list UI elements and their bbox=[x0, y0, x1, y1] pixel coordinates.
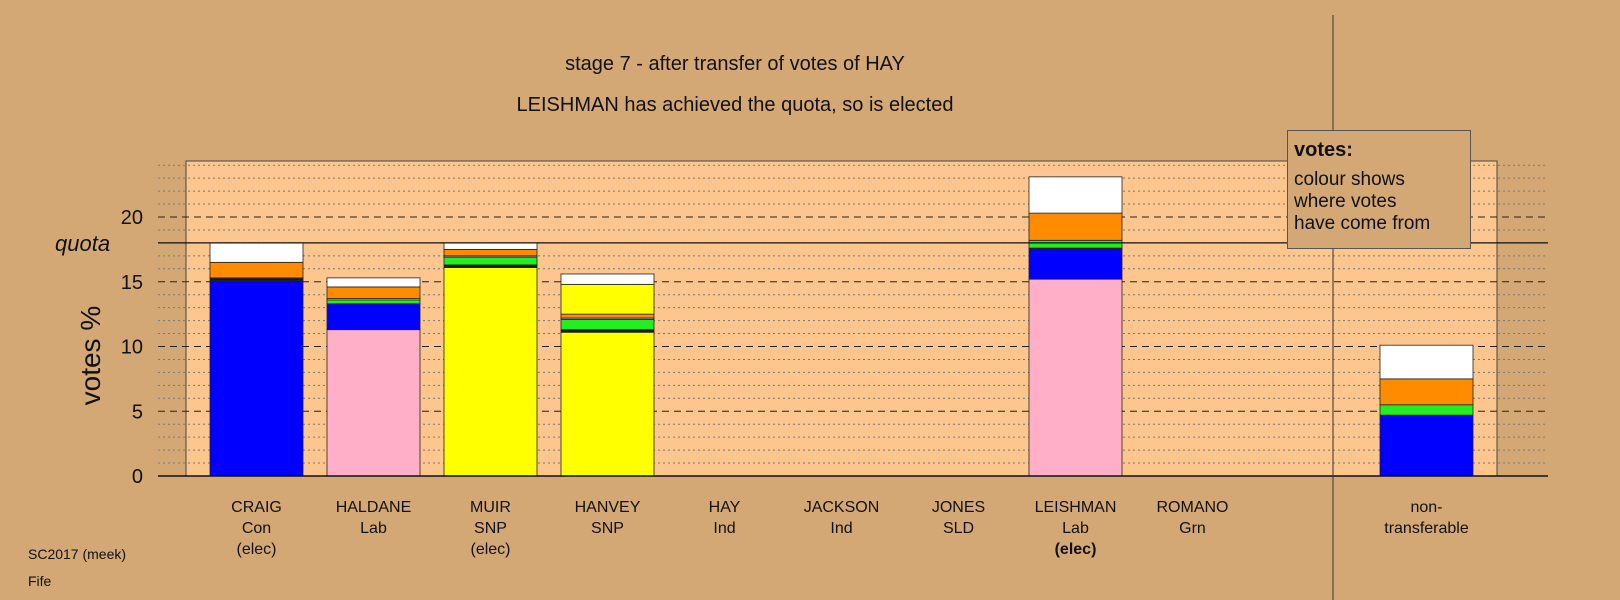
legend-title: votes: bbox=[1294, 139, 1353, 161]
y-axis-label: votes % bbox=[75, 306, 106, 406]
legend-line-3: have come from bbox=[1294, 213, 1431, 234]
bar-segment-leishman bbox=[1028, 212, 1123, 241]
category-label-haldane: HALDANE bbox=[336, 499, 412, 516]
y-tick-label: 0 bbox=[132, 466, 143, 488]
category-label-romano: ROMANO bbox=[1157, 499, 1229, 516]
bar-segment-hanvey bbox=[560, 313, 655, 319]
category-label-jackson: Ind bbox=[830, 520, 852, 537]
bar-segment-leishman bbox=[1028, 239, 1123, 249]
bar-segment-craig bbox=[209, 242, 304, 263]
footer-area: Fife bbox=[28, 573, 52, 589]
bar-segment-leishman bbox=[1028, 176, 1123, 214]
bar-segment-non bbox=[1379, 344, 1474, 380]
legend-line-2: where votes bbox=[1294, 191, 1397, 212]
bar-segment-craig bbox=[209, 280, 304, 477]
category-label-muir: (elec) bbox=[470, 541, 510, 558]
bar-segment-non bbox=[1379, 414, 1474, 477]
category-label-muir: SNP bbox=[474, 520, 507, 537]
category-label-leishman: LEISHMAN bbox=[1035, 499, 1117, 516]
category-label-jackson: JACKSON bbox=[804, 499, 880, 516]
bar-segment-leishman bbox=[1028, 248, 1123, 280]
bar-segment-non bbox=[1379, 378, 1474, 406]
category-label-jones: JONES bbox=[932, 499, 985, 516]
category-label-non: transferable bbox=[1384, 520, 1469, 537]
legend-line-1: colour shows bbox=[1294, 169, 1405, 190]
bar-segment-craig bbox=[209, 261, 304, 279]
bar-segment-haldane bbox=[326, 277, 421, 288]
category-label-craig: (elec) bbox=[236, 541, 276, 558]
category-label-hay: Ind bbox=[713, 520, 735, 537]
bar-segment-leishman bbox=[1028, 278, 1123, 477]
bar-segment-haldane bbox=[326, 286, 421, 299]
category-label-jones: SLD bbox=[943, 520, 974, 537]
bar-segment-haldane bbox=[326, 303, 421, 331]
bar-segment-muir bbox=[443, 248, 538, 257]
category-label-craig: CRAIG bbox=[231, 499, 282, 516]
category-label-leishman: Lab bbox=[1062, 520, 1089, 537]
footer-method: SC2017 (meek) bbox=[28, 546, 127, 562]
category-label-hanvey: HANVEY bbox=[575, 499, 641, 516]
category-label-muir: MUIR bbox=[470, 499, 511, 516]
y-tick-label: 15 bbox=[121, 272, 143, 294]
y-tick-label: 10 bbox=[121, 337, 143, 359]
chart-subtitle: LEISHMAN has achieved the quota, so is e… bbox=[516, 94, 954, 116]
category-label-leishman: (elec) bbox=[1055, 541, 1097, 558]
bar-segment-muir bbox=[443, 256, 538, 266]
bar-segment-hanvey bbox=[560, 331, 655, 477]
category-label-non: non- bbox=[1410, 499, 1442, 516]
y-tick-label: 20 bbox=[121, 207, 143, 229]
category-label-haldane: Lab bbox=[360, 520, 387, 537]
bar-segment-hanvey bbox=[560, 283, 655, 315]
bar-segment-muir bbox=[443, 242, 538, 250]
category-label-romano: Grn bbox=[1179, 520, 1206, 537]
bar-segment-non bbox=[1379, 404, 1474, 416]
chart-title: stage 7 - after transfer of votes of HAY bbox=[565, 53, 905, 75]
category-label-hay: HAY bbox=[709, 499, 741, 516]
legend-box: votes: colour shows where votes have com… bbox=[1287, 130, 1471, 249]
bar-segment-hanvey bbox=[560, 273, 655, 285]
bar-segment-haldane bbox=[326, 299, 421, 305]
bar-segment-haldane bbox=[326, 329, 421, 477]
quota-label: quota bbox=[55, 231, 110, 256]
y-tick-label: 5 bbox=[132, 401, 143, 423]
category-label-craig: Con bbox=[242, 520, 271, 537]
bar-segment-hanvey bbox=[560, 318, 655, 331]
bar-segment-muir bbox=[443, 267, 538, 477]
category-label-hanvey: SNP bbox=[591, 520, 624, 537]
